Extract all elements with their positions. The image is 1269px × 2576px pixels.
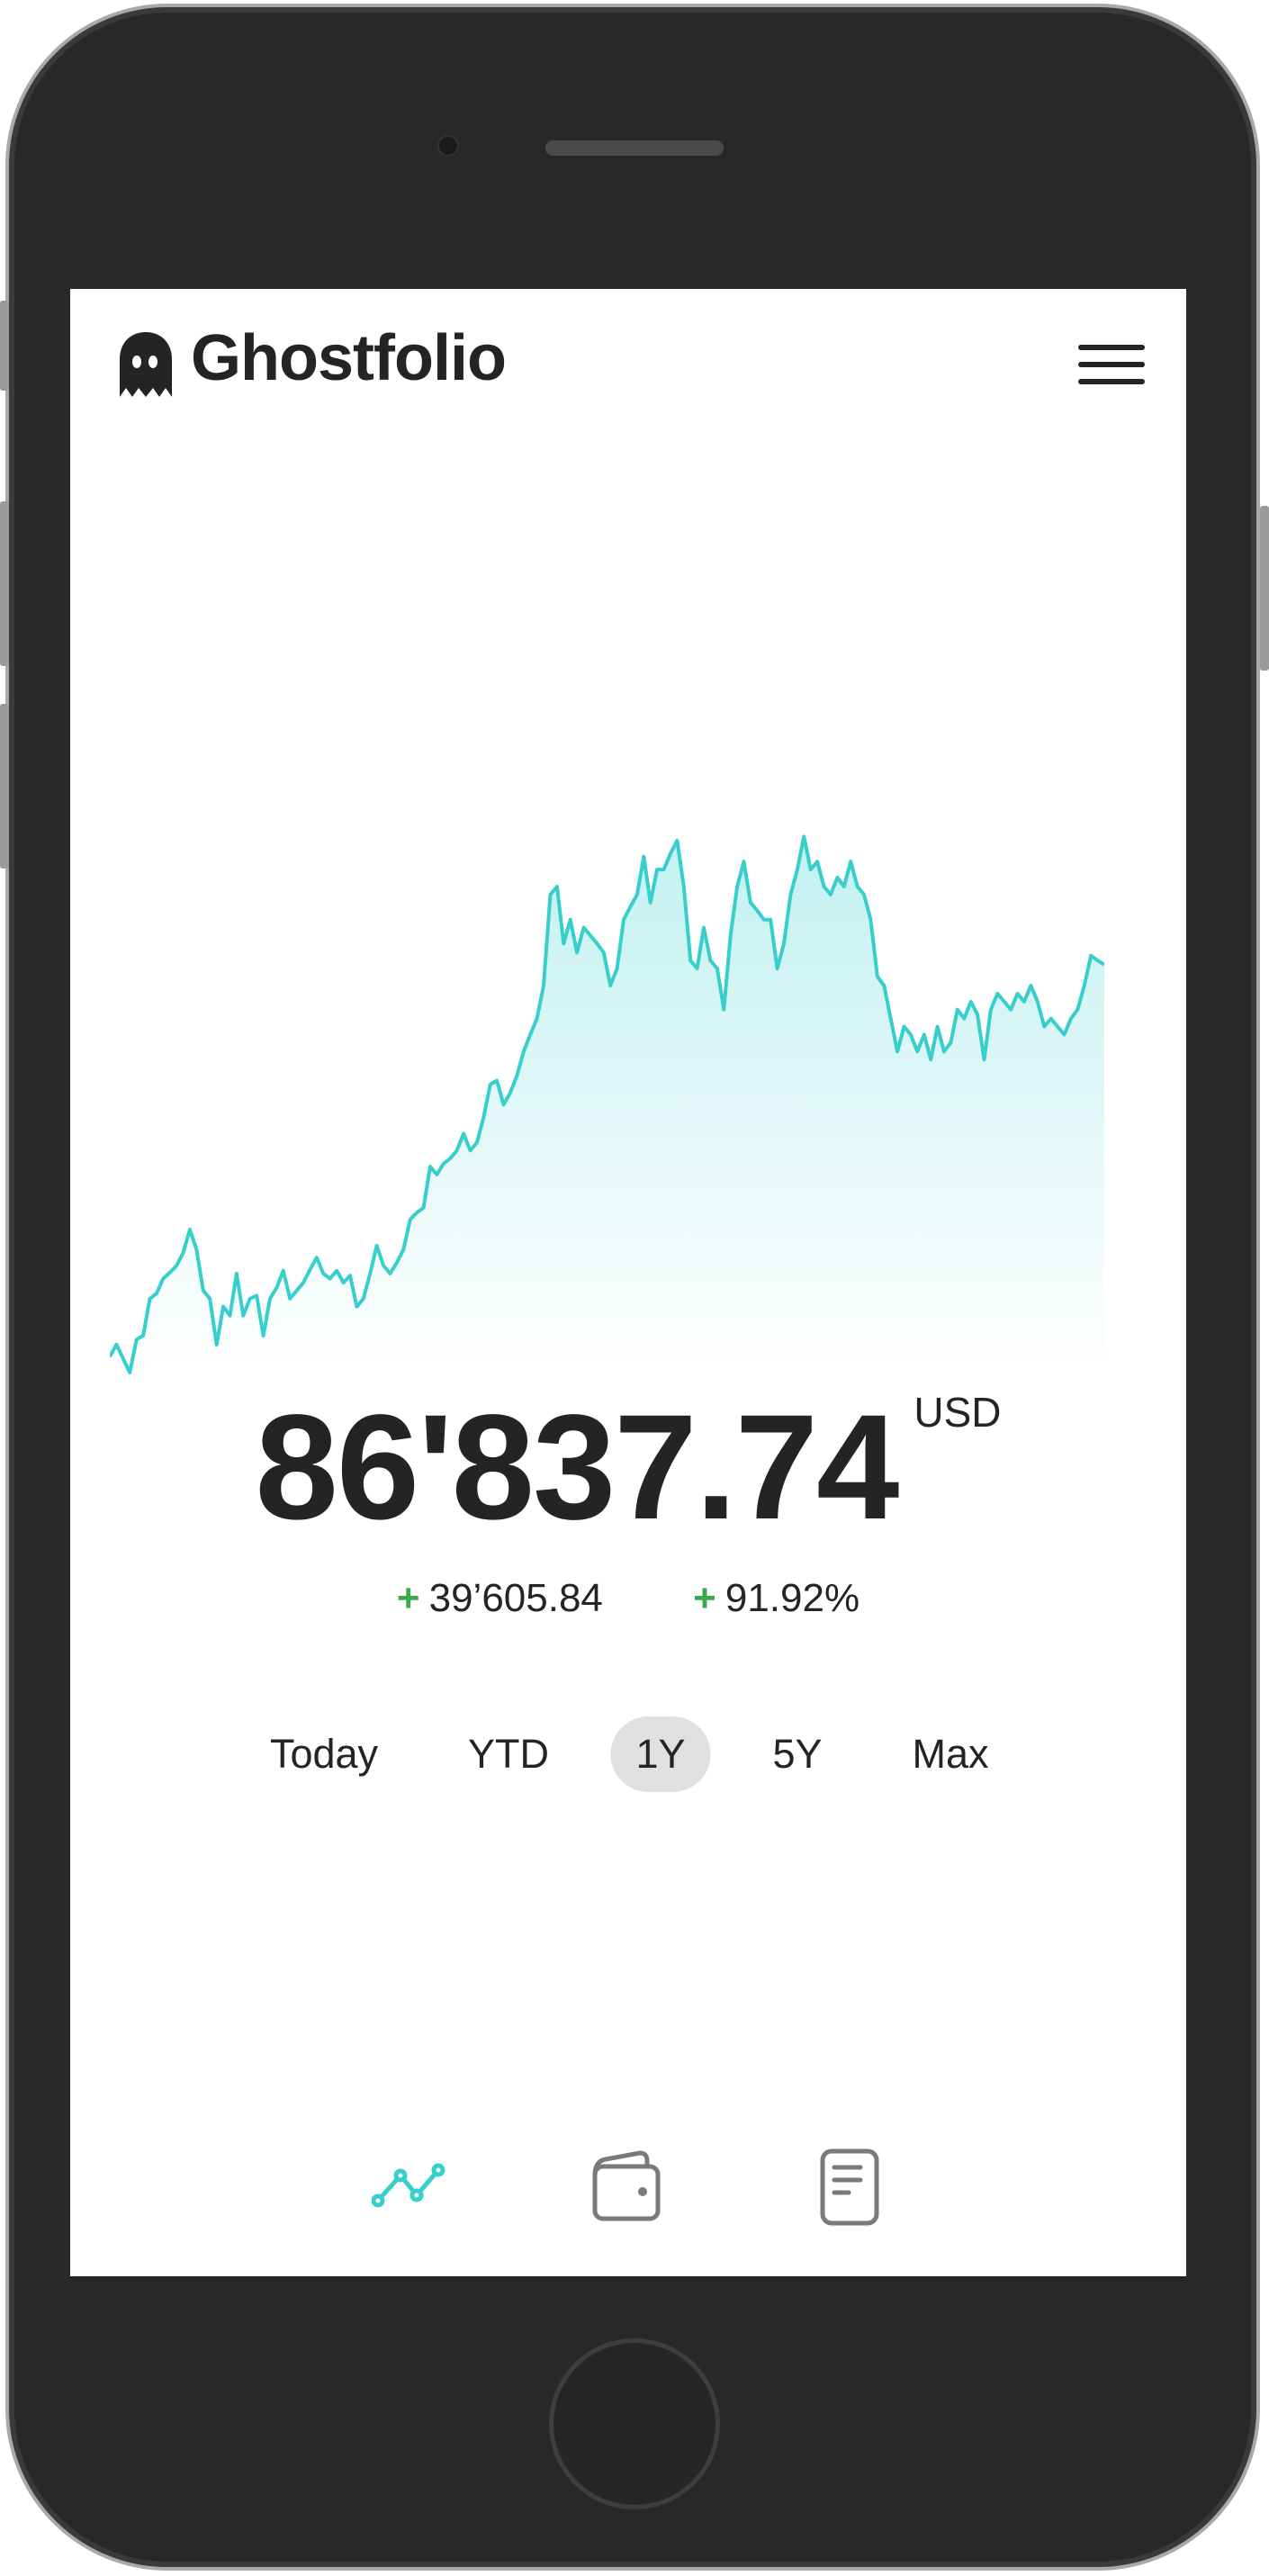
tab-1y[interactable]: 1Y <box>610 1716 711 1792</box>
range-tabs: Today YTD 1Y 5Y Max <box>70 1716 1186 1792</box>
tab-5y[interactable]: 5Y <box>772 1731 823 1777</box>
hamburger-menu-icon[interactable] <box>1078 345 1145 384</box>
total-value-amount: 86'837.74 <box>255 1384 900 1551</box>
tab-today[interactable]: Today <box>269 1731 379 1777</box>
currency-label: USD <box>914 1389 1002 1436</box>
app-screen: Ghostfolio 86'837.74 USD +39’605.84 +91.9… <box>70 289 1186 2276</box>
relative-change-value: 91.92% <box>724 1576 860 1620</box>
app-title[interactable]: Ghostfolio <box>191 322 507 394</box>
plus-sign: + <box>396 1576 420 1620</box>
nav-holdings[interactable] <box>588 2148 669 2229</box>
volume-up-button <box>0 501 9 666</box>
total-value: 86'837.74 USD <box>70 1383 1186 1554</box>
performance-chart <box>110 834 1104 1374</box>
absolute-change: +39’605.84 <box>397 1576 603 1620</box>
chart-line <box>110 834 1104 1374</box>
front-camera <box>439 137 457 155</box>
line-chart-icon <box>371 2163 446 2208</box>
volume-down-button <box>0 704 9 869</box>
home-button[interactable] <box>549 2338 720 2509</box>
relative-change: +91.92% <box>693 1576 860 1620</box>
tab-max[interactable]: Max <box>912 1731 989 1777</box>
power-button <box>1260 506 1269 671</box>
tab-ytd[interactable]: YTD <box>468 1731 549 1777</box>
nav-transactions[interactable] <box>805 2148 886 2229</box>
plus-sign: + <box>693 1576 716 1620</box>
absolute-change-value: 39’605.84 <box>428 1576 603 1620</box>
nav-overview[interactable] <box>371 2148 453 2229</box>
chart-area-fill <box>110 836 1104 1373</box>
document-icon <box>820 2148 879 2226</box>
earpiece-speaker <box>545 140 724 156</box>
mute-switch <box>0 301 9 391</box>
ghost-icon[interactable] <box>120 332 172 397</box>
performance-changes: +39’605.84 +91.92% <box>70 1576 1186 1621</box>
wallet-icon <box>592 2150 661 2221</box>
